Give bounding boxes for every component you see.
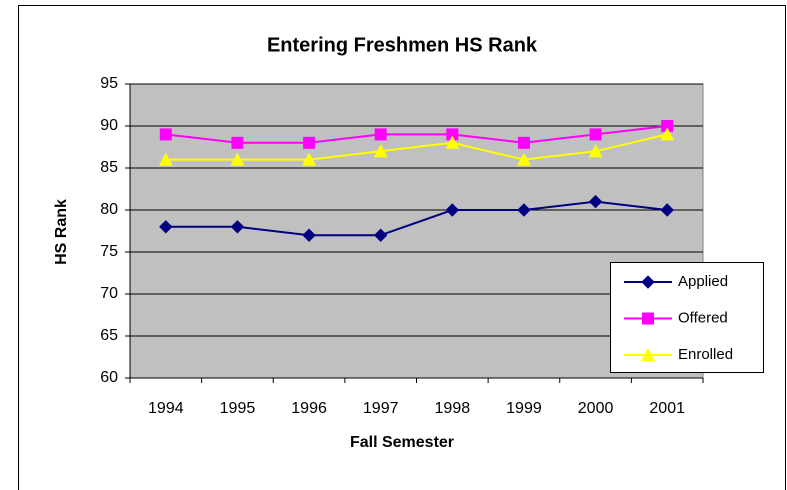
- data-point: [446, 128, 459, 141]
- data-point: [159, 128, 172, 141]
- data-point: [159, 220, 173, 234]
- data-point: [588, 194, 603, 209]
- data-point: [516, 152, 531, 166]
- x-tick-label: 1998: [435, 400, 471, 417]
- data-point: [303, 136, 316, 149]
- x-tick-label: 2001: [649, 400, 685, 417]
- data-point: [373, 144, 388, 158]
- data-point: [588, 144, 603, 158]
- data-point: [660, 203, 674, 217]
- chart-title: Entering Freshmen HS Rank: [267, 34, 538, 56]
- data-point: [373, 228, 388, 242]
- y-tick-label: 80: [100, 201, 118, 218]
- x-tick-label: 1997: [363, 400, 399, 417]
- data-point: [445, 135, 460, 149]
- data-point: [445, 203, 460, 217]
- data-point: [302, 228, 316, 242]
- series-line: [165, 200, 668, 237]
- data-point: [158, 152, 173, 166]
- data-point: [661, 120, 674, 132]
- data-point: [589, 128, 602, 141]
- y-tick-label: 85: [100, 159, 118, 176]
- y-tick-label: 75: [100, 243, 118, 260]
- x-tick-label: 1999: [506, 400, 542, 417]
- series-line: [165, 125, 668, 144]
- data-point: [517, 136, 530, 149]
- y-tick-label: 60: [100, 369, 118, 386]
- legend-label: Offered: [678, 309, 728, 326]
- y-tick-label: 65: [100, 327, 118, 344]
- legend-label: Applied: [678, 273, 728, 290]
- data-point: [660, 127, 675, 141]
- series-line: [165, 133, 668, 161]
- legend-marker: [641, 348, 655, 361]
- y-axis-title: HS Rank: [53, 199, 70, 265]
- x-tick-label: 1994: [148, 400, 184, 417]
- data-point: [230, 220, 245, 234]
- legend-marker: [641, 275, 655, 289]
- data-point: [374, 128, 387, 141]
- legend: Applied Offered Enrolled: [610, 262, 764, 373]
- x-tick-label: 1996: [291, 400, 327, 417]
- y-tick-label: 70: [100, 285, 118, 302]
- x-tick-label: 2000: [578, 400, 614, 417]
- data-point: [302, 152, 317, 166]
- legend-label: Enrolled: [678, 346, 733, 363]
- y-tick-label: 95: [100, 75, 118, 92]
- data-point: [230, 152, 245, 166]
- y-tick-label: 90: [100, 117, 118, 134]
- legend-marker: [642, 312, 654, 325]
- data-point: [517, 203, 531, 217]
- data-point: [231, 136, 244, 149]
- x-tick-label: 1995: [220, 400, 256, 417]
- x-axis-title: Fall Semester: [350, 434, 454, 451]
